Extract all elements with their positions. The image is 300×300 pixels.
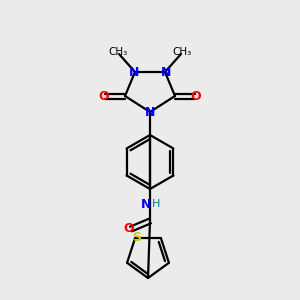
Text: S: S [133,231,142,244]
Text: CH₃: CH₃ [108,47,128,57]
Text: H: H [152,199,160,209]
Text: O: O [124,223,134,236]
Text: CH₃: CH₃ [172,47,192,57]
Text: N: N [145,106,155,119]
Text: N: N [161,65,171,79]
Text: N: N [129,65,139,79]
Text: O: O [191,89,201,103]
Text: O: O [99,89,109,103]
Text: N: N [141,197,151,211]
